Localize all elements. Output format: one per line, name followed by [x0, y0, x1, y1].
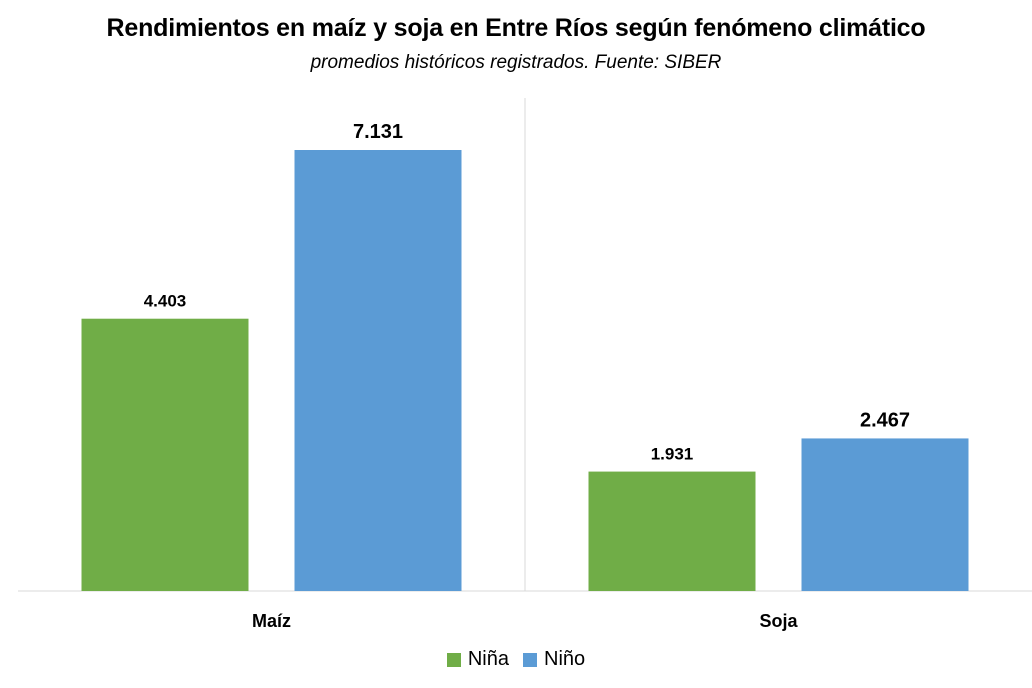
bar-nina-soja: [588, 471, 756, 591]
legend-label-nina: Niña: [467, 648, 509, 670]
legend-label-nino: Niño: [544, 648, 586, 670]
chart-title: Rendimientos en maíz y soja en Entre Río…: [106, 14, 926, 42]
x-tick-label-maiz: Maíz: [252, 611, 291, 631]
legend-item-nino: Niño: [523, 648, 585, 671]
data-label-nino-maiz: 7.131: [353, 121, 403, 143]
chart-subtitle: promedios históricos registrados. Fuente…: [310, 52, 722, 73]
chart-legend: Niña Niño: [0, 648, 1032, 671]
legend-item-nina: Niña: [446, 648, 509, 671]
data-label-nina-maiz: 4.403: [144, 292, 187, 311]
bar-nino-maiz: [294, 150, 462, 591]
data-label-nina-soja: 1.931: [651, 445, 694, 464]
bar-nino-soja: [801, 438, 969, 591]
bar-nina-maiz: [81, 318, 249, 591]
legend-swatch-nino: [523, 652, 537, 667]
data-label-nino-soja: 2.467: [860, 409, 910, 431]
legend-swatch-nina: [446, 652, 461, 667]
x-tick-label-soja: Soja: [759, 611, 798, 631]
